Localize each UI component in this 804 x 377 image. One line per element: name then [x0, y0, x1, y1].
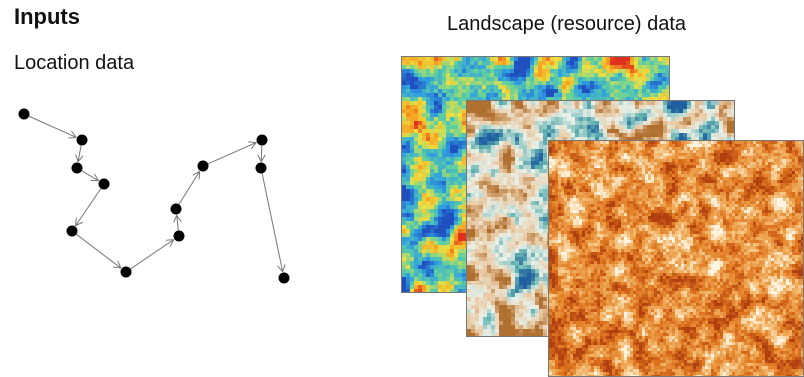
path-arrow: [207, 143, 256, 165]
location-point: [256, 134, 268, 146]
raster-grid: [549, 141, 803, 376]
path-arrow: [81, 170, 99, 181]
location-point: [170, 203, 182, 215]
landscape-data-label: Landscape (resource) data: [447, 13, 687, 35]
path-arrow: [177, 215, 179, 231]
location-point: [71, 162, 83, 174]
location-point: [18, 108, 30, 120]
location-point: [120, 266, 132, 278]
path-arrow: [178, 172, 200, 205]
path-arrow: [76, 188, 102, 226]
location-point: [66, 225, 78, 237]
path-arrow: [78, 145, 81, 161]
location-point: [278, 272, 290, 284]
page-title: Inputs: [14, 4, 80, 29]
path-arrow: [261, 145, 262, 161]
path-arrow: [261, 173, 283, 271]
location-data-label: Location data: [14, 52, 135, 74]
path-arrow: [76, 233, 120, 268]
path-arrow: [130, 240, 174, 270]
location-point: [255, 162, 267, 174]
path-points: [18, 108, 290, 284]
path-segments: [28, 115, 283, 271]
location-point: [98, 178, 110, 190]
movement-path-diagram: [18, 108, 290, 284]
location-point: [173, 230, 185, 242]
location-point: [197, 160, 209, 172]
landscape-layer-orange: [548, 140, 804, 377]
location-point: [76, 134, 88, 146]
path-arrow: [28, 115, 76, 137]
